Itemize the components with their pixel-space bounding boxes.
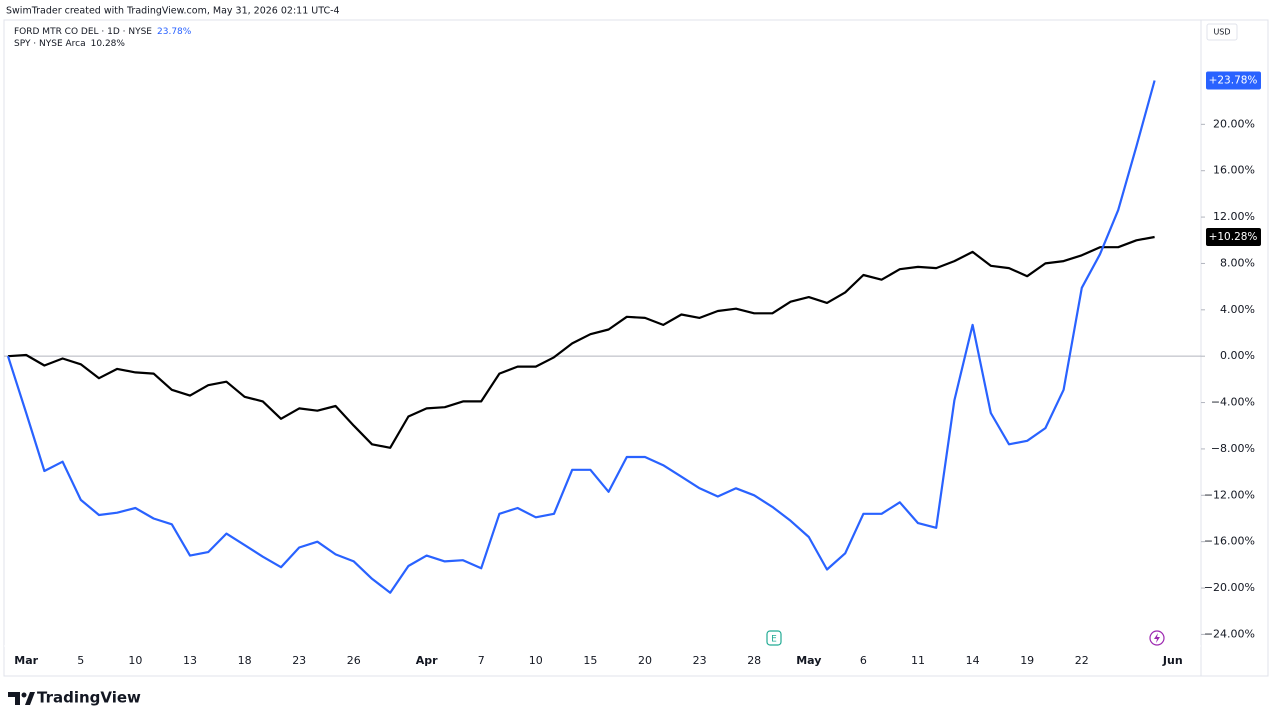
frame (3, 19, 1269, 677)
legend-value: 10.28% (91, 39, 126, 49)
logo-slash (25, 692, 35, 705)
credit: SwimTrader created with TradingView.com,… (6, 6, 340, 17)
series-line (6, 80, 1156, 594)
y-tick-label: −8.00% (1211, 442, 1255, 455)
y-tick-label: −20.00% (1204, 581, 1255, 594)
brand-logo[interactable]: TradingView (8, 689, 141, 707)
legend-entry: FORD MTR CO DEL · 1D · NYSE 23.78% (14, 27, 192, 37)
x-tick-label: Apr (416, 654, 438, 667)
y-tick-label: −12.00% (1204, 488, 1255, 501)
x-tick-label: 19 (1020, 654, 1034, 667)
y-tick-label: 0.00% (1220, 349, 1255, 362)
series-line (7, 235, 1155, 449)
price-label-box (1206, 71, 1261, 90)
price-label-box (1206, 228, 1261, 247)
x-tick-label: 13 (183, 654, 197, 667)
x-tick-label: Mar (14, 654, 38, 667)
x-tick-label: 5 (77, 654, 84, 667)
price-label: +23.78% (1209, 75, 1258, 87)
x-tick-label: 10 (529, 654, 543, 667)
earnings-marker[interactable]: E (771, 635, 777, 645)
legend-value: 23.78% (157, 27, 192, 37)
y-tick-label: −16.00% (1204, 535, 1255, 548)
currency[interactable]: USD (1213, 28, 1230, 37)
currency-box[interactable] (1206, 23, 1238, 41)
y-tick-label: 16.00% (1213, 164, 1255, 177)
event-bolt (1154, 633, 1160, 643)
x-tick-label: 15 (583, 654, 597, 667)
x-tick-label: 20 (638, 654, 652, 667)
x-tick-label: 10 (128, 654, 142, 667)
x-tick-label: 18 (238, 654, 252, 667)
y-tick-label: −24.00% (1204, 627, 1255, 640)
x-tick-label: 7 (478, 654, 485, 667)
x-tick-label: 28 (747, 654, 761, 667)
x-tick-label: Jun (1162, 654, 1183, 667)
logo-mark (8, 692, 20, 705)
y-tick-label: 20.00% (1213, 117, 1255, 130)
x-tick-label: 11 (911, 654, 925, 667)
price-label: +10.28% (1209, 231, 1258, 243)
x-tick-label: May (796, 654, 821, 667)
x-tick-label: 26 (347, 654, 361, 667)
brand[interactable]: TradingView (37, 689, 141, 707)
x-tick-label: 14 (966, 654, 980, 667)
y-tick-label: 12.00% (1213, 210, 1255, 223)
y-tick-label: 8.00% (1220, 256, 1255, 269)
logo-dot (21, 692, 27, 698)
legend-name: SPY · NYSE Arca (14, 39, 86, 49)
x-tick-label: 6 (860, 654, 867, 667)
y-tick-label: −4.00% (1211, 396, 1255, 409)
earnings-icon[interactable]: E (766, 630, 782, 646)
y-tick-label: 4.00% (1220, 303, 1255, 316)
legend-entry: SPY · NYSE Arca 10.28% (14, 39, 125, 49)
event-icon[interactable] (1149, 630, 1165, 646)
x-tick-label: 23 (292, 654, 306, 667)
legend-name: FORD MTR CO DEL · 1D · NYSE (14, 27, 152, 37)
earnings-box[interactable] (766, 630, 782, 646)
x-tick-label: 23 (693, 654, 707, 667)
x-tick-label: 22 (1075, 654, 1089, 667)
